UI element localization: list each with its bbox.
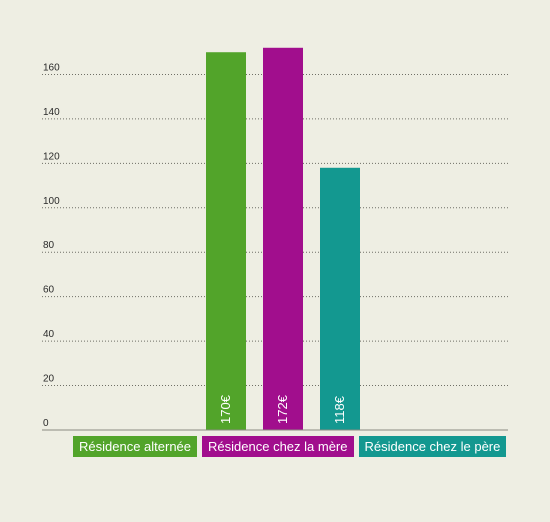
bar-value-label: 118€ — [332, 395, 347, 424]
bar-value-label: 172€ — [275, 394, 290, 424]
bar — [263, 47, 303, 431]
legend: Résidence alternée Résidence chez la mèr… — [73, 436, 507, 457]
y-tick-label: 160 — [43, 62, 60, 73]
bar — [206, 52, 246, 430]
bar-value-label: 170€ — [218, 394, 233, 424]
y-tick-label: 0 — [43, 418, 49, 429]
legend-item-alternee: Résidence alternée — [73, 436, 198, 457]
y-tick-label: 60 — [43, 285, 55, 296]
legend-item-pere: Résidence chez le père — [358, 436, 507, 457]
y-tick-label: 40 — [43, 329, 55, 340]
legend-item-mere: Résidence chez la mère — [202, 436, 354, 457]
y-tick-label: 80 — [43, 240, 55, 251]
y-axis-ticks: 0 20 40 60 80 100 120 140 160 — [43, 62, 60, 429]
bars: 170€ 172€ 118€ — [206, 47, 360, 431]
y-tick-label: 100 — [43, 196, 60, 207]
y-tick-label: 120 — [43, 151, 60, 162]
y-tick-label: 20 — [43, 374, 55, 385]
bar — [320, 167, 360, 430]
y-tick-label: 140 — [43, 107, 60, 118]
